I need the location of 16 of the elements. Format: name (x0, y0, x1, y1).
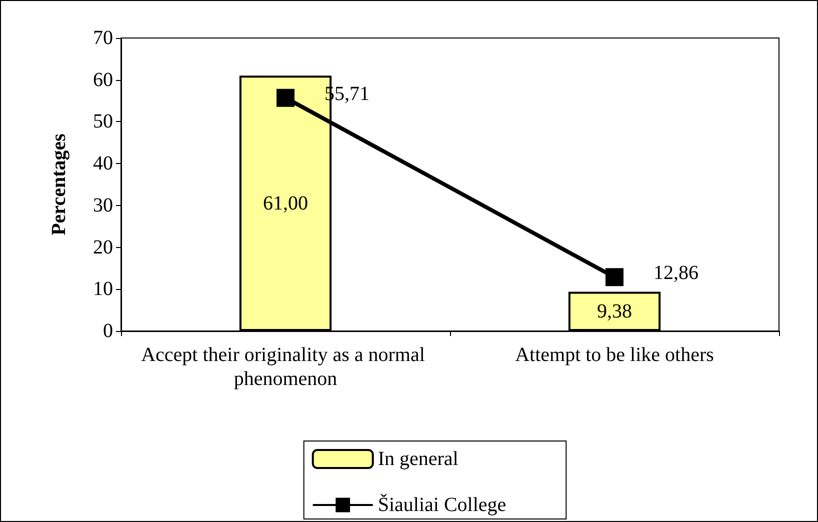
data-label: 12,86 (654, 262, 698, 284)
y-tick-label: 20 (93, 236, 113, 258)
legend-label: In general (378, 448, 459, 470)
y-tick-label: 40 (93, 152, 113, 175)
y-axis-title: Percentages (48, 133, 70, 236)
y-tick-label: 30 (93, 194, 113, 216)
data-label: 9,38 (597, 300, 632, 322)
y-tick-label: 60 (93, 68, 113, 91)
y-tick-label: 50 (93, 110, 113, 133)
y-tick-label: 0 (103, 320, 113, 342)
y-tick-label: 70 (93, 27, 113, 49)
x-tick-label: Accept their originality as a normal phenomenon (141, 344, 430, 390)
data-label: 61,00 (263, 192, 308, 214)
legend-label: Šiauliai College (378, 493, 506, 516)
x-tick-label: Attempt to be like others (515, 344, 714, 366)
y-tick-label: 10 (93, 278, 113, 300)
